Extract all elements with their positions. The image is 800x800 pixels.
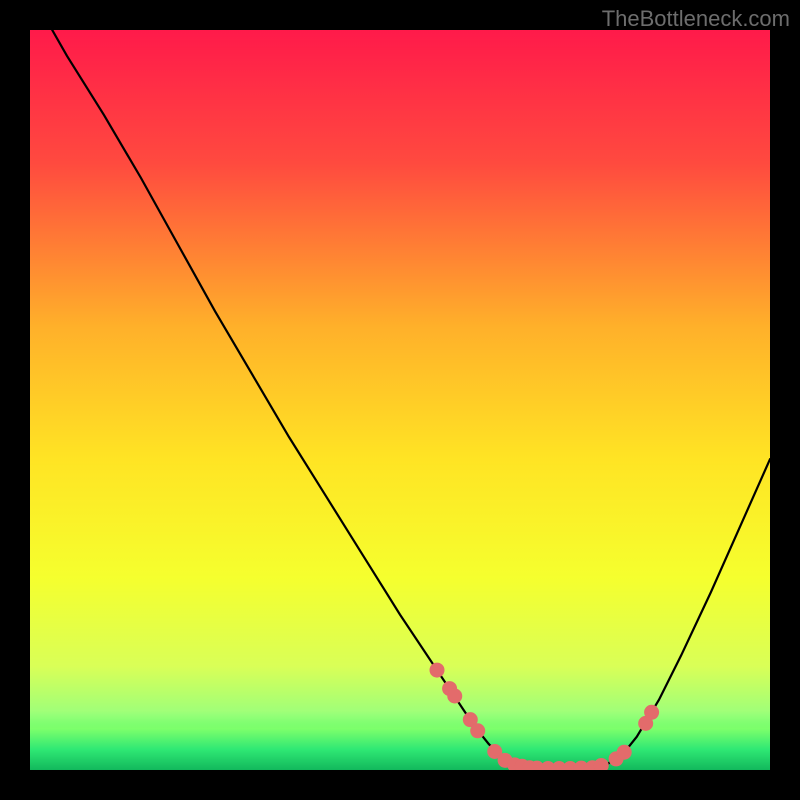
bottleneck-curve [52,30,770,769]
data-markers [430,663,660,770]
data-point-marker [594,758,609,770]
plot-area [30,30,770,770]
data-point-marker [470,723,485,738]
watermark-text: TheBottleneck.com [602,6,790,32]
data-point-marker [447,689,462,704]
data-point-marker [644,705,659,720]
chart-container: TheBottleneck.com [0,0,800,800]
data-point-marker [617,745,632,760]
curve-layer [30,30,770,770]
data-point-marker [430,663,445,678]
